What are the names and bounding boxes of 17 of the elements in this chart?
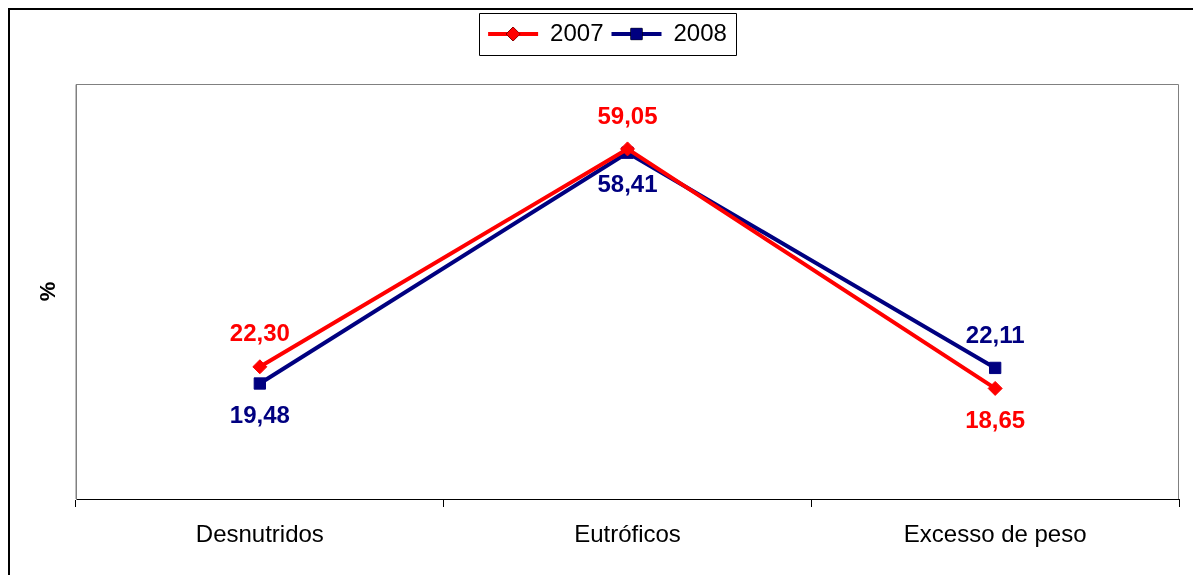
x-tick-label: Excesso de peso [903, 520, 1087, 548]
data-label: 59,05 [597, 101, 658, 129]
data-label: 22,30 [229, 319, 290, 347]
data-label: 19,48 [229, 401, 290, 429]
legend-label: 2007 [550, 18, 604, 46]
point [252, 359, 268, 375]
data-label: 22,11 [965, 320, 1025, 348]
data-label: 18,65 [965, 406, 1026, 434]
x-tick-label: Eutróficos [574, 520, 681, 548]
data-label: 58,41 [597, 170, 658, 198]
x-tick-label: Desnutridos [195, 520, 324, 548]
point [253, 377, 266, 390]
y-axis-title: % [35, 281, 61, 302]
point [987, 380, 1003, 396]
point [989, 361, 1002, 375]
legend-label: 2008 [673, 18, 727, 46]
point [620, 141, 635, 157]
